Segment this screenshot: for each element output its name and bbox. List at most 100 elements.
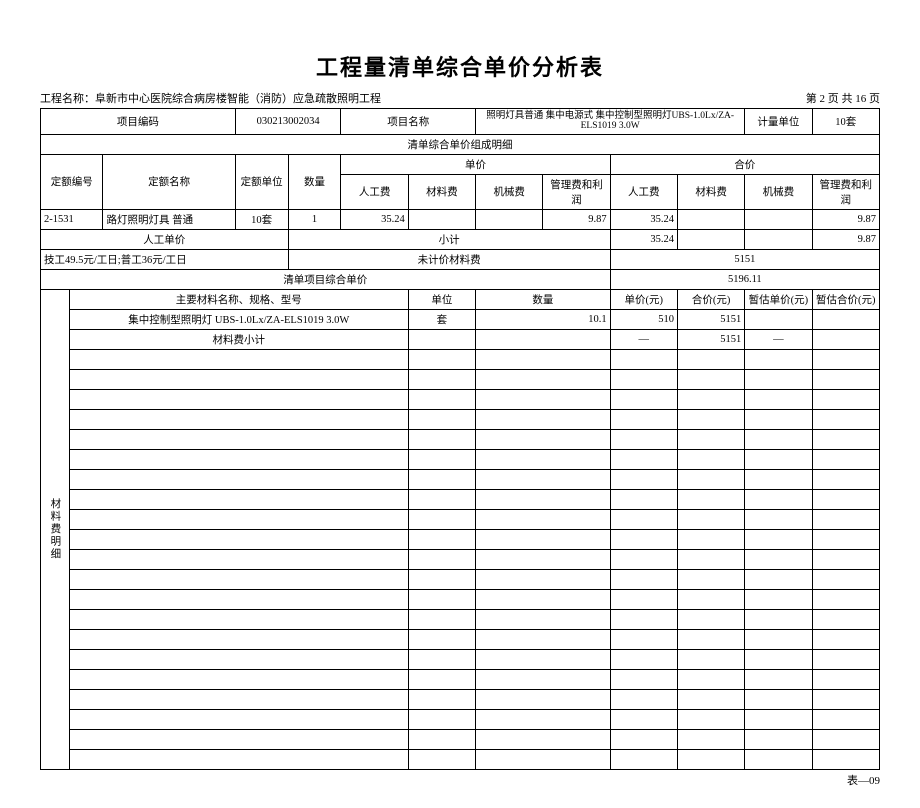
table-row: 清单项目综合单价 5196.11 xyxy=(41,269,880,289)
labor-t: 35.24 xyxy=(610,209,677,229)
quota-name: 路灯照明灯具 普通 xyxy=(103,209,235,229)
h-labor-price: 人工单价 xyxy=(41,229,289,249)
table-row xyxy=(41,549,880,569)
mat-item-unit: 套 xyxy=(408,309,475,329)
h-machine-u: 机械费 xyxy=(476,174,543,209)
project-code: 030213002034 xyxy=(235,109,341,135)
table-row xyxy=(41,609,880,629)
subtotal-material xyxy=(677,229,744,249)
empty xyxy=(812,329,879,349)
material-side-label: 材料费明细 xyxy=(41,289,70,769)
table-row xyxy=(41,389,880,409)
table-row: 人工单价 小计 35.24 9.87 xyxy=(41,229,880,249)
quota-no: 2-1531 xyxy=(41,209,103,229)
footer-label: 表—09 xyxy=(40,772,880,788)
subtotal-labor: 35.24 xyxy=(610,229,677,249)
project-name: 阜新市中心医院综合病房楼智能（消防）应急疏散照明工程 xyxy=(95,93,381,105)
h-qty: 数量 xyxy=(288,154,341,209)
table-row: 清单综合单价组成明细 xyxy=(41,134,880,154)
h-labor-u: 人工费 xyxy=(341,174,408,209)
h-mat-price: 单价(元) xyxy=(610,289,677,309)
project-label: 工程名称： xyxy=(40,93,95,105)
h-labor-t: 人工费 xyxy=(610,174,677,209)
table-row: 材料费小计 — 5151 — xyxy=(41,329,880,349)
mgmt-u: 9.87 xyxy=(543,209,610,229)
mat-sub-dash2: — xyxy=(745,329,812,349)
mgmt-t: 9.87 xyxy=(812,209,879,229)
h-mat-subtotal: 材料费小计 xyxy=(69,329,408,349)
subtotal-mgmt: 9.87 xyxy=(812,229,879,249)
h-mat-est-price: 暂估单价(元) xyxy=(745,289,812,309)
h-mat-name: 主要材料名称、规格、型号 xyxy=(69,289,408,309)
h-subtotal: 小计 xyxy=(288,229,610,249)
table-row: 项目编码 030213002034 项目名称 照明灯具普通 集中电源式 集中控制… xyxy=(41,109,880,135)
mat-item-est-total xyxy=(812,309,879,329)
main-table: 项目编码 030213002034 项目名称 照明灯具普通 集中电源式 集中控制… xyxy=(40,108,880,770)
machine-t xyxy=(745,209,812,229)
h-quota-no: 定额编号 xyxy=(41,154,103,209)
mat-sub-total: 5151 xyxy=(677,329,744,349)
table-row xyxy=(41,649,880,669)
table-row xyxy=(41,569,880,589)
table-row xyxy=(41,529,880,549)
machine-u xyxy=(476,209,543,229)
h-material-t: 材料费 xyxy=(677,174,744,209)
mat-item-est-price xyxy=(745,309,812,329)
table-row: 集中控制型照明灯 UBS-1.0Lx/ZA-ELS1019 3.0W 套 10.… xyxy=(41,309,880,329)
composition-title: 清单综合单价组成明细 xyxy=(41,134,880,154)
labor-rate: 技工49.5元/工日;普工36元/工日 xyxy=(41,249,289,269)
table-row xyxy=(41,729,880,749)
page-info: 第 2 页 共 16 页 xyxy=(806,90,880,106)
table-row xyxy=(41,429,880,449)
table-row xyxy=(41,589,880,609)
material-t xyxy=(677,209,744,229)
table-row: 定额编号 定额名称 定额单位 数量 单价 合价 xyxy=(41,154,880,174)
h-mat-qty: 数量 xyxy=(476,289,611,309)
table-row xyxy=(41,509,880,529)
table-row xyxy=(41,749,880,769)
h-quota-unit: 定额单位 xyxy=(235,154,288,209)
h-mgmt-t: 管理费和利润 xyxy=(812,174,879,209)
h-unit: 计量单位 xyxy=(745,109,812,135)
h-mat-est-total: 暂估合价(元) xyxy=(812,289,879,309)
unit-val: 10套 xyxy=(812,109,879,135)
empty xyxy=(408,329,475,349)
material-u xyxy=(408,209,475,229)
quota-unit: 10套 xyxy=(235,209,288,229)
h-total-price: 合价 xyxy=(610,154,879,174)
h-bill-unit-price: 清单项目综合单价 xyxy=(41,269,611,289)
h-mgmt-u: 管理费和利润 xyxy=(543,174,610,209)
h-unpriced-material: 未计价材料费 xyxy=(288,249,610,269)
table-row xyxy=(41,449,880,469)
table-row xyxy=(41,689,880,709)
h-unit-price: 单价 xyxy=(341,154,610,174)
h-mat-unit: 单位 xyxy=(408,289,475,309)
h-project-code: 项目编码 xyxy=(41,109,236,135)
mat-item-qty: 10.1 xyxy=(476,309,611,329)
h-project-name: 项目名称 xyxy=(341,109,476,135)
unpriced-material-val: 5151 xyxy=(610,249,879,269)
table-row xyxy=(41,629,880,649)
page-title: 工程量清单综合单价分析表 xyxy=(40,50,880,82)
mat-item-total: 5151 xyxy=(677,309,744,329)
labor-u: 35.24 xyxy=(341,209,408,229)
subtotal-machine xyxy=(745,229,812,249)
h-machine-t: 机械费 xyxy=(745,174,812,209)
h-quota-name: 定额名称 xyxy=(103,154,235,209)
mat-item-name: 集中控制型照明灯 UBS-1.0Lx/ZA-ELS1019 3.0W xyxy=(69,309,408,329)
table-row: 材料费明细 主要材料名称、规格、型号 单位 数量 单价(元) 合价(元) 暂估单… xyxy=(41,289,880,309)
h-material-u: 材料费 xyxy=(408,174,475,209)
mat-sub-dash1: — xyxy=(610,329,677,349)
table-row xyxy=(41,469,880,489)
bill-unit-price: 5196.11 xyxy=(610,269,879,289)
h-mat-total: 合价(元) xyxy=(677,289,744,309)
table-row xyxy=(41,369,880,389)
qty: 1 xyxy=(288,209,341,229)
table-row xyxy=(41,349,880,369)
empty xyxy=(476,329,611,349)
table-row: 2-1531 路灯照明灯具 普通 10套 1 35.24 9.87 35.24 … xyxy=(41,209,880,229)
project-item-name: 照明灯具普通 集中电源式 集中控制型照明灯UBS-1.0Lx/ZA-ELS101… xyxy=(476,109,745,135)
table-row xyxy=(41,489,880,509)
table-row xyxy=(41,409,880,429)
mat-item-price: 510 xyxy=(610,309,677,329)
